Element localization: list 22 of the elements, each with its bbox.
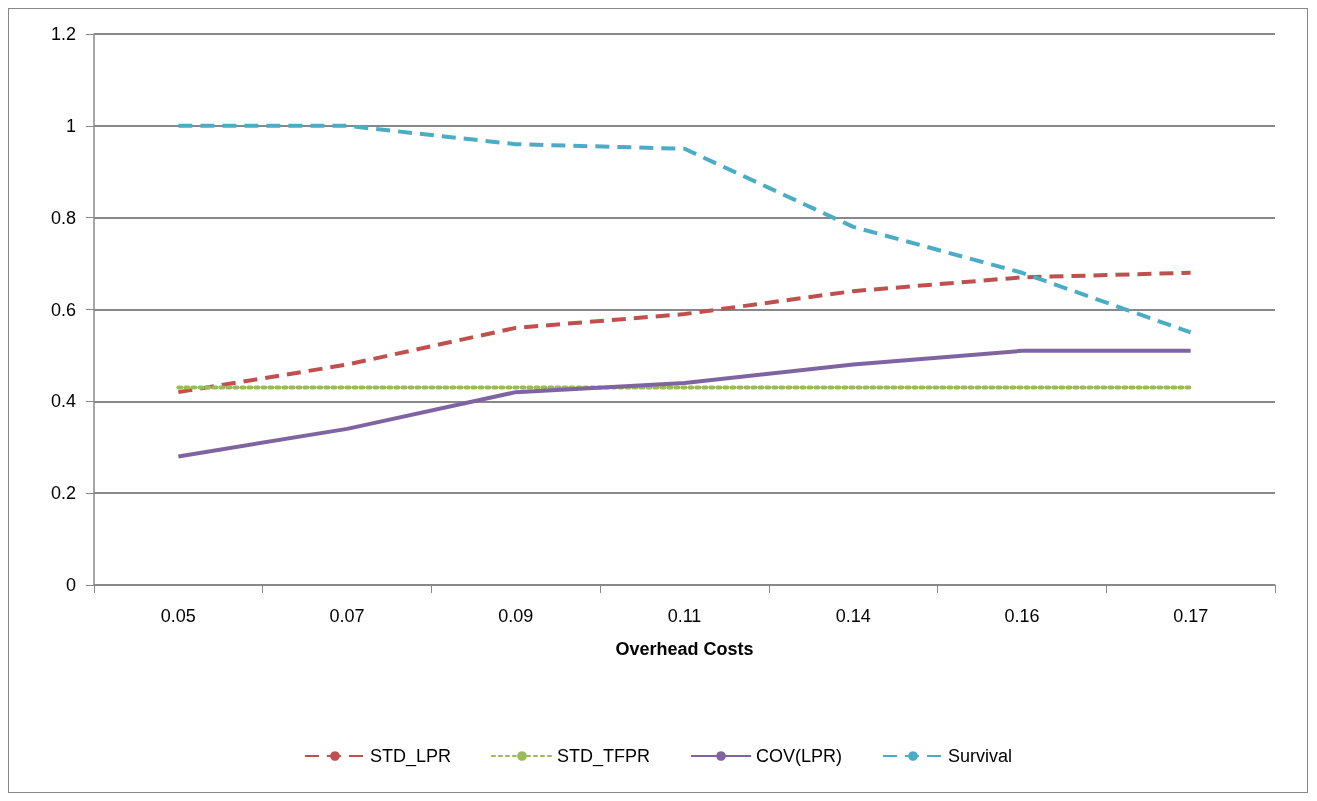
- x-tick-label: 0.11: [667, 606, 702, 626]
- y-tick-label: 1.2: [50, 24, 76, 44]
- y-tick-label: 0.8: [50, 207, 76, 228]
- y-tick-label: 0: [65, 575, 76, 595]
- y-tick-label: 1: [65, 115, 76, 136]
- x-tick-label: 0.09: [498, 606, 534, 626]
- line-series: [176, 123, 1193, 335]
- y-tick-label: 0.4: [50, 391, 76, 412]
- x-tick-label: 0.16: [1004, 606, 1040, 626]
- x-tick-label: 0.07: [329, 606, 365, 626]
- y-tick-label: 0.6: [50, 299, 76, 320]
- legend-label: STD_LPR: [369, 746, 451, 767]
- x-tick-label: 0.05: [160, 606, 196, 626]
- x-axis-title: Overhead Costs: [615, 639, 754, 659]
- x-tick-label: 0.14: [835, 606, 871, 626]
- x-tick-label: 0.17: [1173, 606, 1209, 626]
- legend-label: Survival: [948, 746, 1013, 766]
- line-series: [176, 270, 1193, 395]
- legend-label: STD_TFPR: [557, 746, 651, 767]
- y-tick-label: 0.2: [50, 483, 76, 504]
- line-series: [176, 348, 1193, 459]
- legend-label: COV(LPR): [756, 746, 843, 766]
